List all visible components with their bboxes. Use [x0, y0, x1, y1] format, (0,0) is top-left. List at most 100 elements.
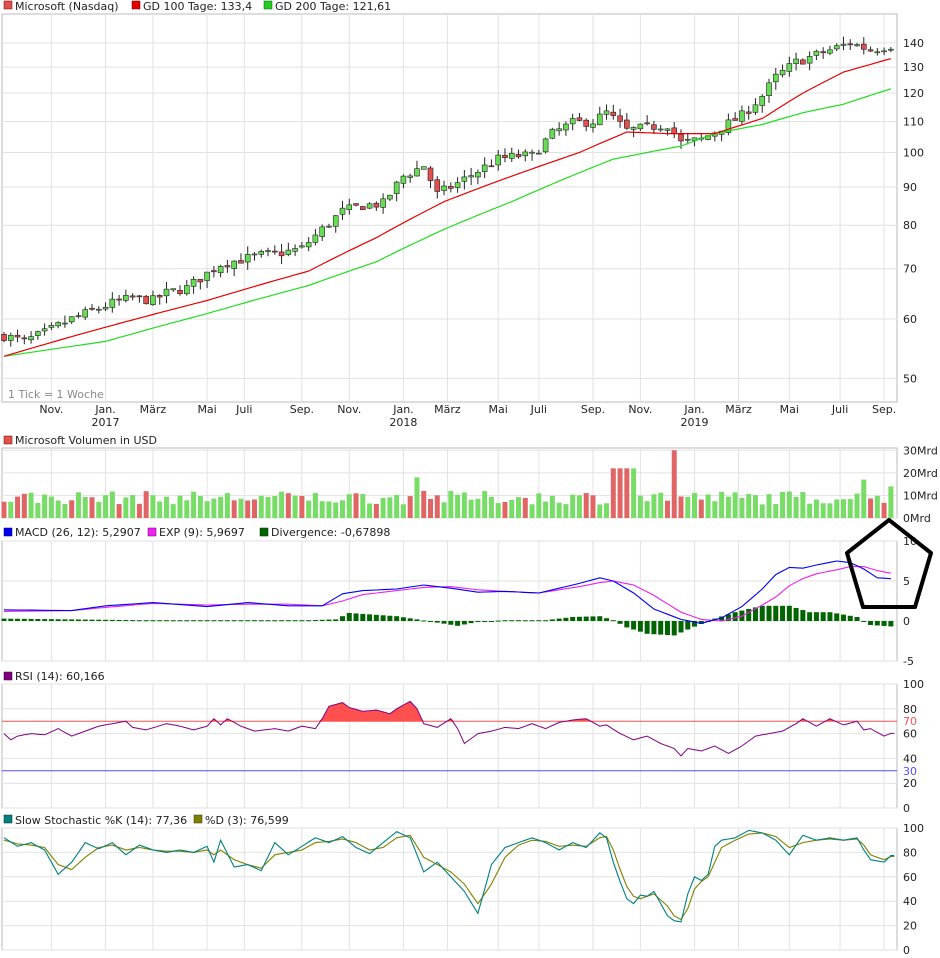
macd-hist-bar — [685, 621, 691, 630]
stoch-y-tick-label: 100 — [903, 822, 924, 835]
volume-bar — [488, 496, 494, 518]
candle-up — [508, 152, 515, 159]
candle-up — [549, 128, 556, 139]
volume-bar — [874, 495, 880, 518]
volume-bar — [224, 493, 230, 518]
volume-y-axis: 0Mrd 10Mrd 20Mrd 30Mrd — [903, 444, 938, 525]
volume-bar — [746, 494, 752, 518]
candle-down — [448, 186, 454, 189]
x-month-label: Sep. — [872, 403, 896, 416]
candle-up — [292, 248, 298, 252]
volume-bar — [536, 493, 542, 518]
volume-bar — [279, 491, 285, 518]
stoch-legend-2: %D (3): 76,599 — [205, 814, 289, 827]
candle-up — [725, 119, 732, 133]
macd-hist-bar — [340, 616, 345, 621]
volume-bar — [197, 496, 203, 518]
x-month-label: Juli — [530, 403, 547, 416]
x-month-label: Mai — [197, 403, 216, 416]
macd-hist-bar — [428, 621, 434, 622]
candle-down — [116, 298, 122, 301]
candle-up — [766, 82, 772, 96]
macd-hist-bar — [448, 621, 454, 625]
macd-hist-bar — [204, 620, 210, 622]
volume-y-tick-label: 20Mrd — [903, 467, 938, 480]
candle-up — [772, 73, 779, 83]
x-month-label: Juli — [831, 403, 848, 416]
macd-hist-bar — [103, 619, 109, 621]
x-month-label: Sep. — [581, 403, 605, 416]
candle-up — [495, 154, 502, 166]
volume-bar — [387, 497, 393, 518]
candle-up — [41, 328, 48, 332]
stoch-y-tick-label: 40 — [903, 895, 917, 908]
volume-bar — [827, 503, 833, 518]
macd-hist-bar — [854, 617, 860, 621]
rsi-y-tick-label: 0 — [903, 802, 910, 815]
x-month-label: Jan. — [94, 403, 115, 416]
macd-hist-bar — [35, 619, 41, 621]
volume-bar — [62, 503, 68, 518]
macd-hist-bar — [786, 605, 792, 621]
volume-legend: Microsoft Volumen in USD — [15, 434, 157, 447]
macd-hist-bar — [658, 621, 664, 635]
candle-up — [102, 307, 109, 310]
candle-down — [644, 122, 650, 125]
macd-hist-bar — [96, 619, 102, 621]
candle-up — [170, 288, 177, 291]
volume-bar — [109, 491, 115, 518]
x-month-label: Mai — [489, 403, 508, 416]
volume-bar — [725, 496, 731, 518]
volume-bar — [75, 492, 81, 518]
volume-bar — [265, 497, 271, 518]
candle-down — [867, 49, 874, 52]
stoch-grid — [2, 827, 897, 951]
price-y-tick-label: 90 — [903, 181, 917, 194]
macd-y-tick-label: 0 — [903, 615, 910, 628]
x-month-label: März — [434, 403, 461, 416]
volume-bar — [719, 491, 725, 518]
macd-hist-bar — [407, 618, 413, 621]
pentagon-annotation — [845, 518, 933, 609]
price-y-tick-label: 50 — [903, 372, 917, 385]
volume-bar — [502, 501, 508, 518]
volume-bar — [807, 503, 813, 518]
candle-down — [732, 118, 738, 121]
macd-hist-bar — [604, 618, 610, 621]
volume-bar — [840, 499, 846, 518]
volume-bar — [394, 494, 400, 518]
volume-bar — [793, 497, 799, 518]
candle-up — [380, 198, 386, 208]
candle-down — [353, 203, 359, 206]
volume-bar — [306, 500, 312, 518]
macd-hist-bar — [306, 620, 312, 622]
candle-up — [590, 123, 596, 128]
macd-hist-bar — [312, 620, 318, 621]
price-y-tick-label: 70 — [903, 263, 917, 276]
candle-up — [28, 336, 34, 341]
price-legend-1: Microsoft (Nasdaq) — [15, 0, 119, 13]
candle-up — [82, 309, 89, 318]
macd-hist-bar — [400, 617, 406, 621]
macd-hist-bar — [55, 619, 61, 621]
candle-down — [89, 307, 95, 310]
macd-hist-bar — [590, 616, 596, 621]
candle-up — [285, 249, 292, 255]
volume-bar — [516, 497, 522, 518]
macd-hist-bar — [644, 621, 650, 634]
volume-bar — [272, 496, 278, 518]
macd-hist-bar — [62, 619, 68, 621]
x-month-label: Juli — [235, 403, 252, 416]
volume-bar — [651, 494, 657, 518]
candle-up — [441, 185, 447, 191]
candle-up — [888, 48, 894, 51]
volume-bars — [1, 450, 894, 518]
candle-down — [1, 334, 7, 341]
candle-up — [556, 128, 562, 132]
candle-down — [21, 337, 28, 340]
macd-hist-bar — [495, 620, 501, 622]
volume-bar — [834, 499, 840, 518]
macd-hist-bar — [136, 620, 142, 622]
x-year-label: 2019 — [681, 416, 709, 429]
volume-bar — [8, 501, 14, 518]
